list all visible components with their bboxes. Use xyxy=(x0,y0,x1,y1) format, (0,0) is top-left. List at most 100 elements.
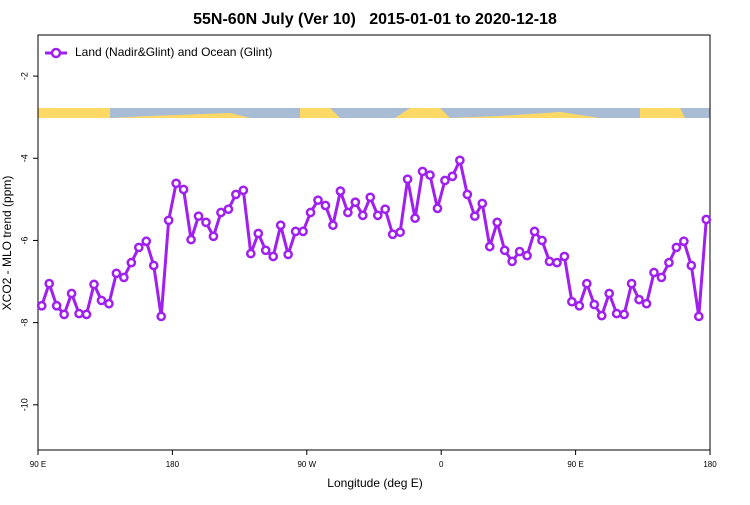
data-point xyxy=(163,215,174,226)
data-point xyxy=(171,178,181,189)
data-point xyxy=(81,309,92,320)
data-point xyxy=(574,300,585,311)
data-point xyxy=(335,186,346,196)
data-point xyxy=(328,220,338,231)
data-point xyxy=(298,226,308,237)
data-point xyxy=(365,192,376,203)
data-point xyxy=(253,228,264,239)
data-point xyxy=(425,170,435,180)
data-point xyxy=(440,175,450,186)
x-tick-label: 180 xyxy=(166,460,180,469)
data-point xyxy=(313,195,323,206)
data-point xyxy=(231,189,241,200)
data-point xyxy=(133,242,144,253)
data-point xyxy=(664,257,674,268)
data-point xyxy=(402,174,413,185)
data-point xyxy=(59,309,69,320)
data-point xyxy=(216,207,226,218)
y-tick-label: -10 xyxy=(19,398,29,411)
data-point xyxy=(357,210,368,221)
data-point xyxy=(537,235,547,246)
x-axis-label: Longitude (deg E) xyxy=(327,476,422,490)
data-point xyxy=(686,260,697,271)
legend-marker xyxy=(50,47,62,59)
data-point xyxy=(238,185,249,196)
data-point xyxy=(156,311,167,322)
data-point xyxy=(552,257,562,268)
data-point xyxy=(51,300,62,311)
data-point xyxy=(514,246,525,257)
data-point xyxy=(417,166,428,177)
data-point xyxy=(567,296,577,307)
data-point xyxy=(343,207,353,218)
data-point xyxy=(701,214,712,225)
data-point xyxy=(492,217,503,228)
data-point xyxy=(36,300,47,311)
data-point xyxy=(141,236,152,247)
data-point xyxy=(260,245,271,256)
data-point xyxy=(283,249,293,260)
data-point xyxy=(290,226,301,237)
data-point xyxy=(477,198,488,209)
y-tick-label: -8 xyxy=(19,319,29,327)
data-point xyxy=(611,308,622,319)
map-strip xyxy=(38,108,710,118)
map-ocean xyxy=(110,108,710,118)
x-tick-label: 90 E xyxy=(567,460,583,469)
data-point xyxy=(626,278,637,289)
data-point xyxy=(469,211,480,222)
data-point xyxy=(619,309,629,320)
data-point xyxy=(111,268,122,279)
data-point xyxy=(604,288,615,299)
data-point xyxy=(66,288,77,299)
data-point xyxy=(499,245,510,256)
data-point xyxy=(268,251,279,262)
data-point xyxy=(589,299,600,310)
data-point xyxy=(679,236,689,247)
data-point xyxy=(656,272,667,283)
data-point xyxy=(350,197,361,208)
data-point xyxy=(693,311,704,322)
data-point xyxy=(178,184,189,195)
data-point xyxy=(380,204,391,215)
data-point xyxy=(104,298,114,309)
x-tick-label: 0 xyxy=(439,460,444,469)
data-point xyxy=(96,295,107,306)
data-point xyxy=(634,294,644,305)
y-axis-label: XCO2 - MLO trend (ppm) xyxy=(0,176,14,311)
data-point xyxy=(544,256,555,267)
data-point xyxy=(462,189,473,200)
data-point xyxy=(641,298,652,309)
data-point xyxy=(44,278,55,289)
data-point xyxy=(223,204,234,215)
data-point xyxy=(74,308,84,319)
data-point xyxy=(387,229,398,240)
y-tick-label: -4 xyxy=(19,154,29,162)
data-point xyxy=(484,241,495,252)
chart-title: 55N-60N July (Ver 10) 2015-01-01 to 2020… xyxy=(193,11,557,28)
data-point xyxy=(148,260,159,271)
data-point xyxy=(201,217,211,228)
data-point xyxy=(455,155,465,166)
data-point xyxy=(372,210,383,221)
data-point xyxy=(522,250,532,261)
x-tick-label: 90 E xyxy=(30,460,46,469)
data-point xyxy=(649,267,659,278)
data-point xyxy=(193,211,204,222)
data-point xyxy=(395,227,405,238)
y-tick-label: -6 xyxy=(19,236,29,244)
data-point xyxy=(305,207,316,218)
y-tick-label: -2 xyxy=(19,72,29,80)
x-tick-label: 180 xyxy=(703,460,717,469)
x-tick-label: 90 W xyxy=(297,460,316,469)
data-point xyxy=(507,256,517,267)
data-point xyxy=(410,213,420,224)
data-point xyxy=(432,203,443,214)
data-point xyxy=(208,231,219,242)
data-point xyxy=(119,272,129,283)
plot-frame xyxy=(37,34,711,451)
legend-label: Land (Nadir&Glint) and Ocean (Glint) xyxy=(75,45,272,59)
data-point xyxy=(529,226,540,237)
data-point xyxy=(245,248,256,259)
